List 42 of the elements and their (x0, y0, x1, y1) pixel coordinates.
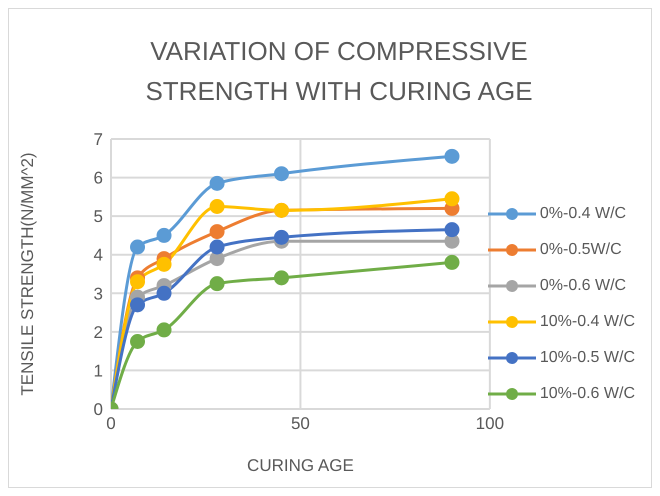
y-tick-label: 7 (94, 130, 103, 150)
legend-label: 0%-0.6 W/C (540, 277, 626, 295)
point (130, 274, 146, 290)
point (156, 256, 172, 272)
point (210, 240, 225, 254)
y-tick-label: 1 (94, 361, 103, 380)
y-tick-label: 6 (94, 168, 103, 188)
point (130, 240, 146, 254)
point (444, 254, 460, 270)
point (274, 270, 289, 286)
point (444, 191, 460, 206)
point (210, 251, 225, 266)
legend-label: 0%-0.5W/C (540, 241, 622, 259)
legend-label: 0%-0.4 W/C (540, 205, 626, 223)
x-tick-label: 50 (290, 414, 310, 434)
point (210, 224, 225, 240)
y-axis-title: TENSILE STRENGTH(N/MM^2) (18, 152, 38, 396)
legend-label: 10%-0.4 W/C (540, 313, 635, 331)
y-tick-label: 5 (94, 207, 103, 226)
y-tick-label: 4 (94, 246, 103, 265)
y-tick-label: 0 (94, 400, 103, 420)
point (274, 166, 289, 182)
point (210, 199, 225, 214)
point (274, 230, 289, 245)
point (444, 148, 460, 164)
chart-title: VARIATION OF COMPRESSIVE STRENGTH WITH CURING AGE (144, 35, 534, 108)
legend-label: 10%-0.6 W/C (540, 385, 635, 403)
point (156, 228, 172, 243)
y-tick-label: 2 (94, 322, 103, 342)
x-tick-label: 100 (476, 414, 504, 434)
point (156, 322, 172, 338)
y-tick-label: 3 (94, 284, 103, 304)
x-tick-label: 0 (106, 414, 116, 434)
x-axis-title: CURING AGE (247, 456, 354, 475)
point (156, 286, 172, 301)
point (444, 234, 460, 249)
point (130, 334, 146, 349)
point (444, 222, 460, 238)
point (210, 276, 225, 292)
legend-label: 10%-0.5 W/C (540, 349, 635, 367)
point (210, 176, 225, 191)
point (130, 297, 146, 312)
